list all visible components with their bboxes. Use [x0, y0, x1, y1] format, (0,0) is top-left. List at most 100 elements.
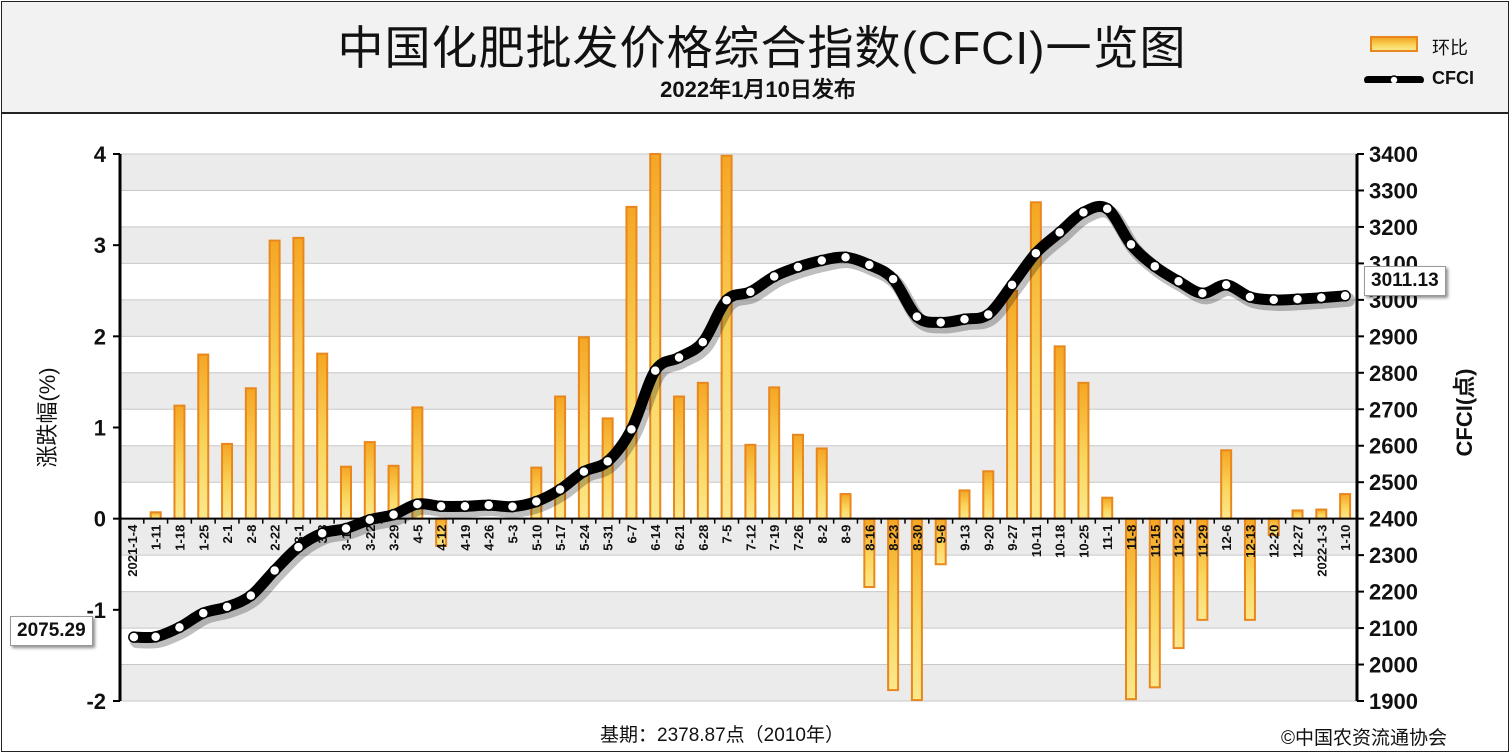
bar-2-22 — [268, 239, 281, 520]
category-label: 1-25 — [196, 525, 211, 551]
bar-3-8 — [316, 352, 329, 520]
grid-band — [120, 336, 1357, 373]
right-tick-label: 2300 — [1369, 543, 1418, 568]
cfci-point-3-29 — [387, 508, 400, 521]
category-label: 11-29 — [1195, 525, 1210, 558]
chart-subtitle: 2022年1月10日发布 — [660, 77, 856, 102]
category-label: 1-18 — [172, 525, 187, 551]
category-label: 2-8 — [244, 525, 259, 544]
left-tick-label: 3 — [94, 233, 106, 258]
cfci-point-6-21 — [673, 351, 685, 364]
category-label: 6-28 — [696, 525, 711, 551]
category-label: 11-22 — [1172, 525, 1187, 558]
grid-band — [120, 664, 1357, 701]
bar-6-28 — [696, 381, 709, 520]
cfci-point-1-25 — [197, 607, 210, 619]
category-label: 11-8 — [1124, 525, 1139, 550]
cfci-point-8-16 — [863, 259, 876, 271]
category-label: 2-22 — [268, 525, 283, 551]
bar-1-10 — [1339, 493, 1352, 520]
category-label: 8-16 — [862, 525, 877, 551]
cfci-point-5-10 — [530, 495, 543, 508]
cfci-point-3-15 — [340, 522, 352, 535]
bar-6-14 — [649, 153, 662, 520]
bar-2-8 — [244, 387, 257, 520]
header: 中国化肥批发价格综合指数(CFCI)一览图 2022年1月10日发布 环比 CF… — [2, 2, 1508, 114]
cfci-point-5-24 — [578, 465, 590, 478]
category-label: 6-21 — [672, 525, 687, 551]
bar-8-2 — [815, 447, 828, 520]
category-label: 10-25 — [1076, 525, 1091, 558]
cfci-point-7-12 — [744, 286, 757, 298]
right-tick-label: 2900 — [1369, 324, 1418, 349]
left-tick-label: 4 — [94, 142, 107, 167]
category-label: 5-3 — [506, 525, 521, 544]
category-label: 6-7 — [624, 525, 639, 544]
bar-10-18 — [1053, 345, 1066, 520]
right-tick-label: 2600 — [1369, 434, 1418, 459]
cfci-point-5-31 — [601, 455, 614, 468]
category-label: 10-11 — [1029, 525, 1044, 558]
cfci-point-10-18 — [1053, 226, 1066, 239]
left-tick-label: 0 — [94, 507, 106, 532]
category-label: 8-23 — [886, 525, 901, 551]
bar-11-1 — [1101, 496, 1114, 520]
category-label: 5-17 — [553, 525, 568, 551]
bar-3-22 — [363, 441, 376, 520]
right-tick-label: 2500 — [1369, 470, 1418, 495]
right-tick-label: 2200 — [1369, 580, 1418, 605]
bar-9-13 — [958, 489, 971, 520]
right-tick-label: 2700 — [1369, 397, 1418, 422]
right-tick-label: 2400 — [1369, 507, 1418, 532]
grid-band — [120, 154, 1357, 191]
grid-band — [120, 628, 1357, 665]
legend-item-line: CFCI — [1364, 66, 1509, 90]
category-label: 2-1 — [220, 525, 235, 544]
cfci-point-5-17 — [554, 483, 566, 496]
category-label: 2021-1-4 — [125, 524, 140, 577]
cfci-point-3-1 — [292, 541, 305, 553]
grid-band — [120, 226, 1357, 264]
bar-6-21 — [673, 395, 686, 520]
grid-band — [120, 482, 1357, 519]
cfci-point-2-8 — [245, 589, 257, 602]
line-swatch-icon — [1364, 75, 1424, 83]
cfci-point-9-27 — [1006, 279, 1018, 291]
cfci-point-11-22 — [1172, 275, 1185, 288]
category-label: 8-9 — [839, 525, 854, 544]
grid-band — [120, 190, 1357, 227]
cfci-point-9-6 — [934, 316, 947, 329]
bar-9-20 — [982, 470, 995, 520]
base-period-note: 基期：2378.87点（2010年） — [600, 725, 844, 746]
cfci-point-7-26 — [792, 261, 804, 273]
right-tick-label: 3400 — [1369, 142, 1418, 167]
grid-band — [120, 299, 1357, 337]
category-label: 11-1 — [1100, 525, 1115, 550]
category-label: 10-18 — [1053, 525, 1068, 558]
left-tick-label: -2 — [86, 689, 106, 714]
grid-band — [120, 372, 1357, 410]
cfci-point-4-5 — [411, 498, 424, 510]
bar-12-6 — [1220, 449, 1233, 520]
category-label: 12-27 — [1291, 525, 1306, 558]
right-tick-label: 1900 — [1369, 689, 1418, 714]
bar-1-18 — [173, 404, 186, 520]
bar-8-9 — [839, 493, 852, 520]
category-label: 1-10 — [1338, 525, 1353, 551]
cfci-point-8-23 — [887, 273, 899, 285]
cfci-point-4-19 — [459, 500, 471, 513]
bar-3-1 — [292, 236, 305, 520]
cfci-point-1-10 — [1339, 290, 1351, 302]
legend: 环比 CFCI — [1364, 32, 1509, 92]
cfci-point-9-20 — [982, 308, 995, 321]
category-label: 6-14 — [648, 524, 663, 551]
category-label: 2022-1-3 — [1314, 525, 1329, 577]
category-label: 12-6 — [1219, 525, 1234, 551]
cfci-point-6-14 — [649, 364, 661, 377]
category-label: 4-5 — [410, 525, 425, 544]
cfci-point-12-6 — [1220, 279, 1232, 291]
cfci-point-12-13 — [1244, 291, 1256, 303]
bar-12-27 — [1291, 509, 1304, 520]
cfci-point-11-8 — [1125, 238, 1137, 251]
right-axis-title: CFCI(点) — [1452, 369, 1477, 457]
